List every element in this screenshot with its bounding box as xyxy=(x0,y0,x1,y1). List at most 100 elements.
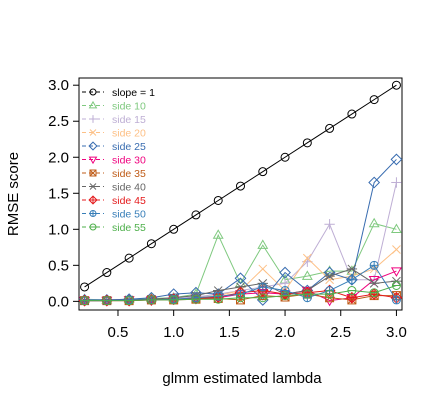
data-point-side-15 xyxy=(391,177,402,188)
y-axis-label: RMSE score xyxy=(5,152,22,236)
data-point-side-20 xyxy=(392,245,401,254)
legend-marker xyxy=(88,100,98,109)
data-point-slope-1 xyxy=(124,253,134,263)
data-point-side-55 xyxy=(325,289,335,299)
data-point-side-55 xyxy=(213,294,223,304)
data-point-slope-1 xyxy=(347,109,357,119)
legend-label: side 15 xyxy=(112,114,146,126)
data-point-side-55 xyxy=(169,295,179,305)
legend-marker xyxy=(89,223,97,231)
series-slope-1 xyxy=(80,80,401,292)
data-point-side-50 xyxy=(369,260,379,270)
y-axis: 0.0 0.5 1.0 1.5 2.0 2.5 3.0 xyxy=(48,77,79,310)
data-point-slope-1 xyxy=(391,80,401,90)
data-point-side-55 xyxy=(280,291,290,301)
x-tick-label: 2.5 xyxy=(330,324,351,341)
data-point-side-50 xyxy=(391,295,401,305)
data-point-side-25 xyxy=(234,272,247,285)
legend-item-side-55: side 55 xyxy=(82,222,146,234)
legend-item-side-50: side 50 xyxy=(82,209,146,221)
y-tick-label: 1.0 xyxy=(48,221,69,238)
data-point-slope-1 xyxy=(369,95,379,105)
legend-marker xyxy=(89,169,97,177)
data-point-slope-1 xyxy=(280,152,290,162)
data-point-side-55 xyxy=(80,296,90,306)
data-point-side-40 xyxy=(324,271,335,281)
data-point-slope-1 xyxy=(80,282,90,292)
data-point-side-55 xyxy=(302,289,312,299)
legend-marker xyxy=(89,88,97,96)
legend-marker xyxy=(88,195,98,205)
data-point-slope-1 xyxy=(213,195,223,205)
x-tick-label: 2.0 xyxy=(275,324,296,341)
data-point-side-55 xyxy=(146,295,156,305)
y-tick-label: 2.0 xyxy=(48,149,69,166)
x-tick-label: 1.5 xyxy=(219,324,240,341)
legend-label: side 10 xyxy=(112,101,146,113)
legend-marker xyxy=(88,141,98,151)
legend-label: side 35 xyxy=(112,168,146,180)
data-point-side-15 xyxy=(324,219,335,230)
data-point-side-50 xyxy=(347,275,357,285)
legend-item-slope-1: slope = 1 xyxy=(82,87,155,99)
series-line-side-25 xyxy=(84,159,397,301)
x-tick-label: 1.0 xyxy=(163,324,184,341)
data-point-side-55 xyxy=(124,296,134,306)
x-tick-label: 3.0 xyxy=(386,324,407,341)
data-point-side-25 xyxy=(279,266,291,279)
data-point-side-55 xyxy=(191,294,201,304)
data-point-side-50 xyxy=(280,286,290,296)
legend-item-side-15: side 15 xyxy=(82,114,146,126)
data-point-slope-1 xyxy=(302,138,312,148)
data-point-slope-1 xyxy=(102,268,112,278)
data-point-side-55 xyxy=(347,286,357,296)
data-point-side-10 xyxy=(390,223,402,234)
data-point-slope-1 xyxy=(191,210,201,220)
legend-item-side-45: side 45 xyxy=(82,195,146,207)
legend-item-side-25: side 25 xyxy=(82,141,146,153)
x-axis: 0.5 1.0 1.5 2.0 2.5 3.0 xyxy=(108,310,407,341)
data-point-side-10 xyxy=(257,239,269,249)
legend-marker xyxy=(89,129,97,136)
series-layer xyxy=(78,80,403,307)
legend-item-side-20: side 20 xyxy=(82,128,146,140)
data-point-side-25 xyxy=(323,266,336,279)
y-tick-label: 1.5 xyxy=(48,185,69,202)
legend-label: side 20 xyxy=(112,128,146,140)
y-tick-label: 0.0 xyxy=(48,293,69,310)
data-point-side-10 xyxy=(368,217,380,228)
series-line-slope-1 xyxy=(84,84,397,288)
legend-marker xyxy=(89,183,97,190)
data-point-side-30 xyxy=(390,267,402,277)
data-point-slope-1 xyxy=(236,181,245,191)
plot-frame xyxy=(78,77,403,311)
data-point-side-20 xyxy=(325,275,334,285)
legend-label: side 30 xyxy=(112,155,146,167)
data-point-side-25 xyxy=(390,153,403,166)
legend-item-side-40: side 40 xyxy=(82,182,146,194)
data-point-side-20 xyxy=(258,264,268,274)
data-point-side-55 xyxy=(236,293,245,303)
data-point-slope-1 xyxy=(258,167,268,177)
data-point-side-10 xyxy=(301,270,313,280)
legend-marker xyxy=(88,156,98,165)
series-side-55 xyxy=(80,281,401,306)
y-tick-label: 3.0 xyxy=(48,77,69,94)
data-point-side-25 xyxy=(368,176,381,189)
legend-label: slope = 1 xyxy=(112,87,155,99)
data-point-slope-1 xyxy=(169,224,179,234)
x-tick-label: 0.5 xyxy=(108,324,129,341)
data-point-side-40 xyxy=(346,264,358,274)
data-point-side-10 xyxy=(212,229,224,239)
data-point-side-55 xyxy=(391,281,401,291)
legend-label: side 55 xyxy=(112,222,146,234)
data-point-side-20 xyxy=(302,253,312,263)
legend-label: side 40 xyxy=(112,182,146,194)
legend-item-side-35: side 35 xyxy=(82,168,146,180)
data-point-side-55 xyxy=(258,293,268,303)
x-axis-label: glmm estimated lambda xyxy=(162,370,322,387)
data-point-side-55 xyxy=(102,296,112,306)
y-tick-label: 2.5 xyxy=(48,113,69,130)
